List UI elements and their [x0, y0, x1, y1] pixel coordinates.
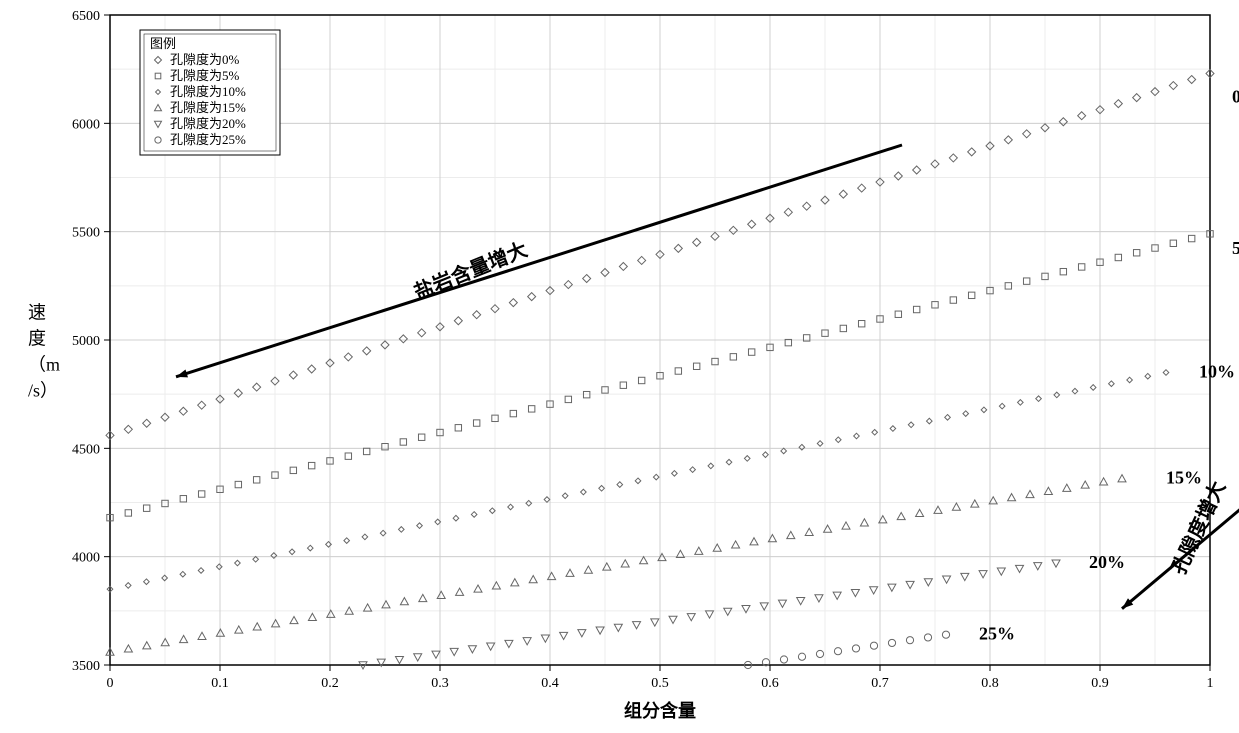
- legend: 图例孔隙度为0%孔隙度为5%孔隙度为10%孔隙度为15%孔隙度为20%孔隙度为2…: [140, 30, 280, 155]
- series-label-10: 10%: [1199, 362, 1235, 382]
- x-tick-label: 0.9: [1091, 676, 1109, 691]
- x-axis-label: 组分含量: [624, 700, 696, 721]
- x-tick-label: 0.6: [761, 676, 779, 691]
- legend-item-10: 孔隙度为10%: [170, 84, 246, 99]
- x-tick-label: 0: [107, 676, 114, 691]
- svg-text:（m: （m: [28, 354, 60, 374]
- series-label-15: 15%: [1166, 468, 1202, 488]
- svg-text:/s）: /s）: [28, 380, 58, 400]
- y-tick-label: 5500: [72, 226, 100, 241]
- legend-item-20: 孔隙度为20%: [170, 116, 246, 131]
- velocity-vs-fraction-chart: 0 0.1 0.2 0.3 0.4 0.5 0.6 0.7 0.8 0.9 1 3500 4000 450…: [0, 0, 1239, 733]
- y-tick-label: 3500: [72, 659, 100, 674]
- chart-container: 0 0.1 0.2 0.3 0.4 0.5 0.6 0.7 0.8 0.9 1 3500 4000 450…: [0, 0, 1239, 733]
- svg-text:度: 度: [28, 328, 46, 348]
- x-tick-label: 0.7: [871, 676, 889, 691]
- x-tick-label: 0.3: [431, 676, 449, 691]
- series-label-20: 20%: [1089, 552, 1125, 572]
- legend-item-15: 孔隙度为15%: [170, 100, 246, 115]
- legend-title: 图例: [150, 36, 176, 51]
- y-tick-label: 4500: [72, 442, 100, 457]
- y-tick-label: 6500: [72, 9, 100, 24]
- x-tick-label: 0.5: [651, 676, 669, 691]
- legend-item-25: 孔隙度为25%: [170, 132, 246, 147]
- series-label-0: 0%: [1232, 86, 1239, 106]
- x-tick-label: 0.4: [541, 676, 559, 691]
- y-tick-label: 5000: [72, 334, 100, 349]
- x-tick-label: 1: [1207, 676, 1214, 691]
- x-tick-label: 0.2: [321, 676, 339, 691]
- y-tick-label: 6000: [72, 117, 100, 132]
- y-tick-label: 4000: [72, 551, 100, 566]
- series-label-25: 25%: [979, 624, 1015, 644]
- legend-item-5: 孔隙度为5%: [170, 68, 240, 83]
- y-axis-label: 速度 （m/s）: [28, 302, 60, 400]
- svg-text:速: 速: [28, 302, 46, 322]
- x-tick-label: 0.1: [211, 676, 229, 691]
- series-label-5: 5%: [1232, 238, 1239, 258]
- legend-item-0: 孔隙度为0%: [170, 52, 240, 67]
- x-tick-label: 0.8: [981, 676, 999, 691]
